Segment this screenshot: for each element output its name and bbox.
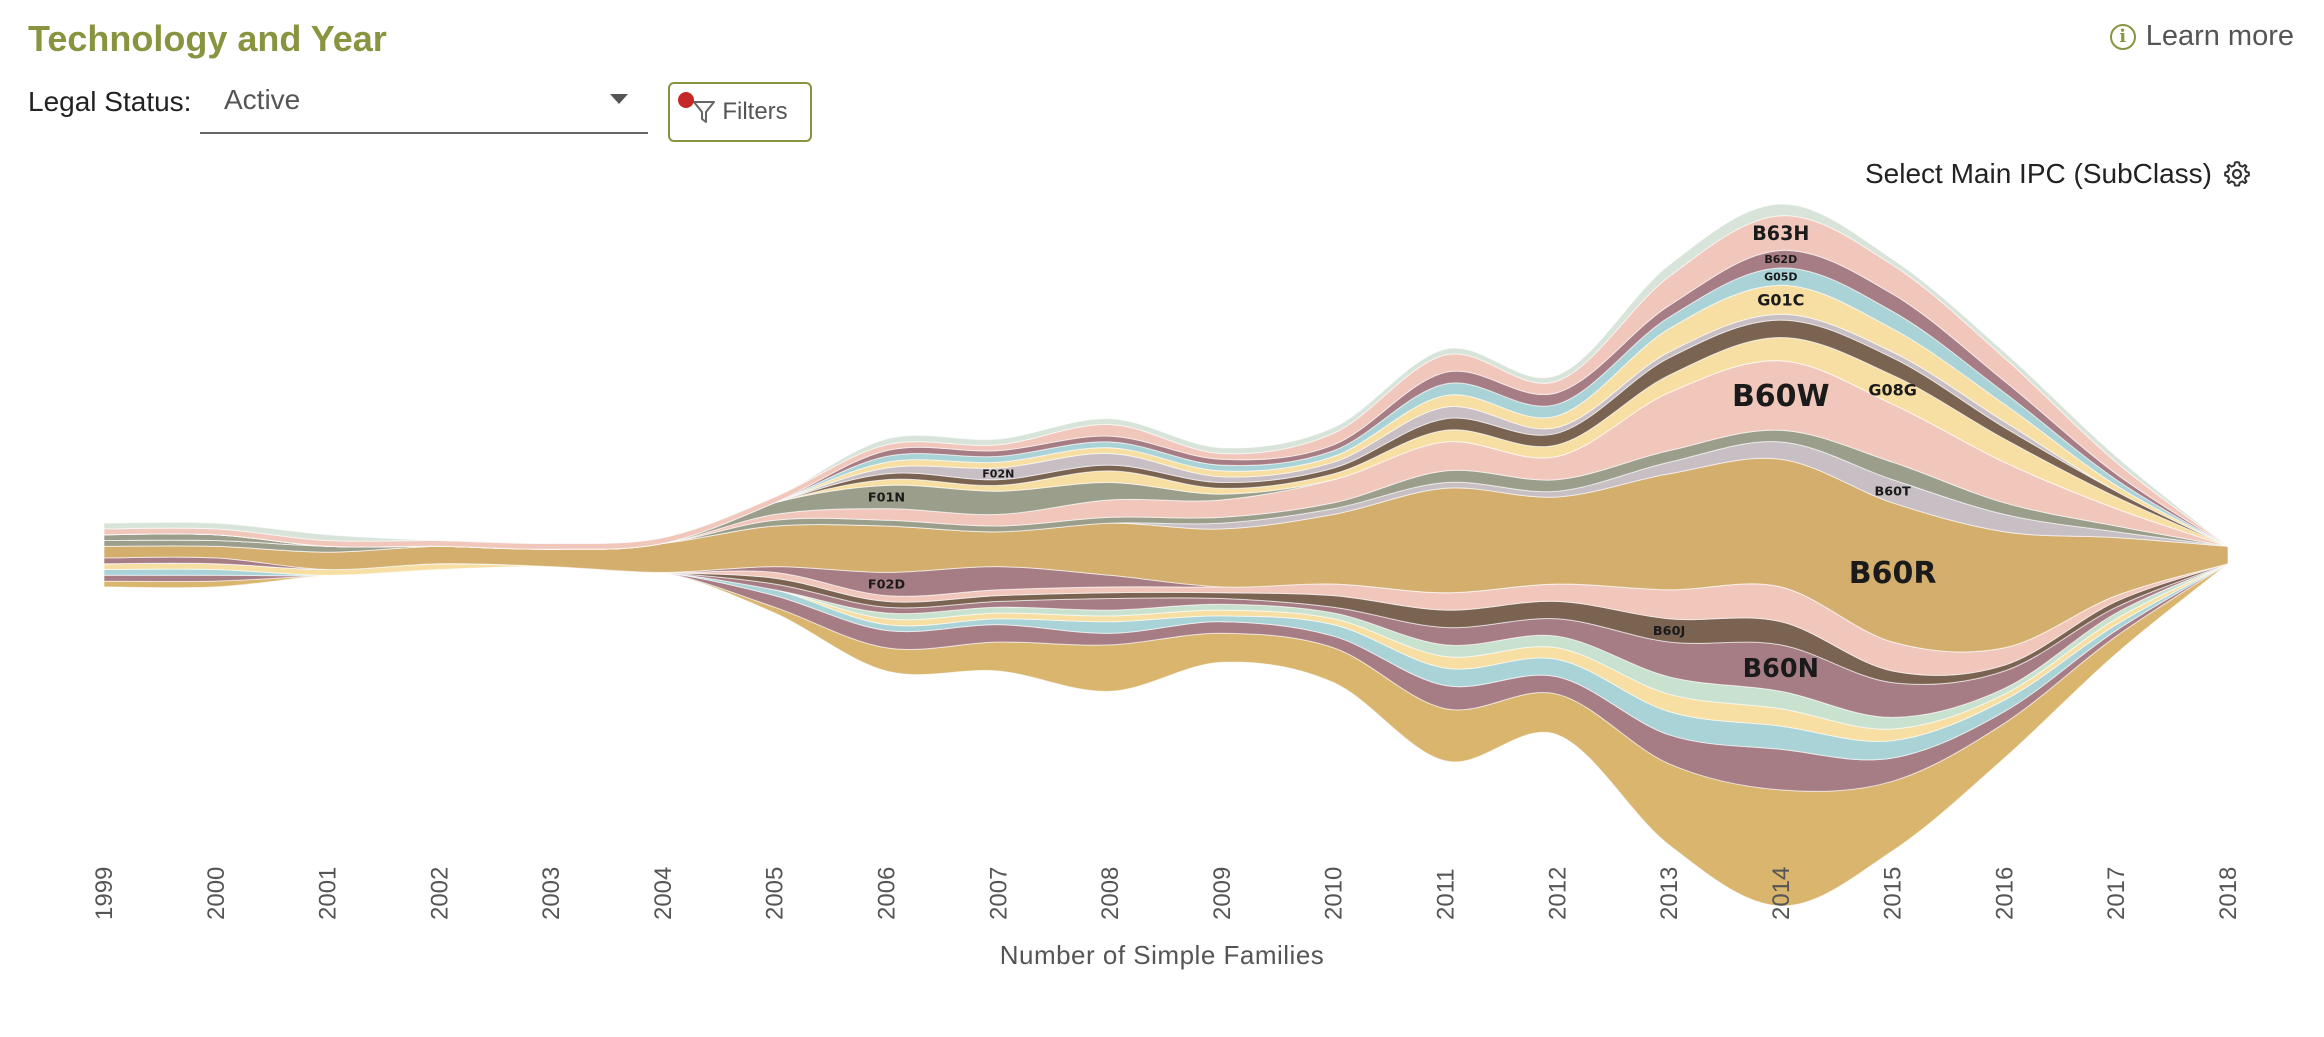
filter-indicator-dot (678, 92, 694, 108)
filters-label: Filters (722, 98, 788, 125)
x-tick-label: 2001 (315, 867, 342, 920)
x-tick-label: 2011 (1433, 868, 1460, 920)
stream-label-b63h: B63H (1752, 222, 1809, 245)
stream-label-g05d: G05D (1764, 270, 1797, 283)
ipc-select-label: Select Main IPC (SubClass) (1864, 158, 2212, 189)
stream-label-b62d: B62D (1764, 253, 1797, 266)
stream-label-b60r: B60R (1849, 556, 1937, 591)
x-tick-label: 2018 (2215, 867, 2242, 920)
legal-status-label: Legal Status: (28, 86, 192, 117)
x-tick-label: 2006 (874, 867, 901, 920)
x-tick-label: 2010 (1321, 867, 1348, 920)
stream-label-f02d: F02D (868, 578, 905, 593)
x-tick-label: 2004 (650, 867, 677, 920)
x-tick-label: 2002 (426, 867, 453, 920)
x-tick-label: 2005 (762, 867, 789, 920)
info-icon: i (2109, 23, 2136, 50)
stream-labels: B60N B60J F02D B60R B60T B60W F01N G08G F02N G01C… (868, 222, 1937, 684)
legal-status-select[interactable]: Active (200, 74, 648, 134)
x-axis-ticks: 1999 2000 2001 2002 2003 2004 2005 2006 2007 2008… (91, 867, 2242, 920)
filter-icon (693, 101, 716, 123)
filters-button[interactable]: Filters (668, 82, 812, 142)
x-tick-label: 1999 (91, 867, 118, 920)
stream-label-b60t: B60T (1874, 485, 1911, 500)
x-tick-label: 2013 (1656, 867, 1683, 920)
x-tick-label: 2017 (2103, 867, 2130, 920)
chevron-down-icon (610, 94, 628, 104)
learn-more-link[interactable]: i Learn more (2109, 20, 2294, 53)
learn-more-label: Learn more (2145, 20, 2294, 52)
stream-label-b60n: B60N (1743, 654, 1819, 684)
x-tick-label: 2007 (985, 867, 1012, 920)
stream-label-b60w: B60W (1732, 379, 1830, 414)
x-tick-label: 2003 (538, 867, 565, 920)
stream-label-g08g: G08G (1868, 380, 1917, 399)
x-tick-label: 2012 (1544, 867, 1571, 920)
x-tick-label: 2009 (1209, 867, 1236, 920)
x-tick-label: 2000 (203, 867, 230, 920)
x-tick-label: 2008 (1097, 867, 1124, 920)
ipc-subclass-select[interactable]: Select Main IPC (SubClass) (1865, 158, 2252, 190)
x-tick-label: 2015 (1880, 867, 1907, 920)
stream-layers (103, 203, 2229, 907)
x-tick-label: 2014 (1768, 867, 1795, 920)
stream-label-f02n: F02N (982, 468, 1014, 481)
stream-layer (103, 203, 2229, 547)
x-tick-label: 2016 (1991, 867, 2018, 920)
page-title: Technology and Year (28, 18, 387, 59)
x-axis-label: Number of Simple Families (999, 940, 1325, 970)
stream-label-b60j: B60J (1653, 624, 1685, 639)
legal-status-value: Active (224, 84, 301, 115)
stream-label-f01n: F01N (868, 491, 905, 506)
stream-label-g01c: G01C (1757, 290, 1804, 309)
gear-icon (2224, 161, 2250, 187)
